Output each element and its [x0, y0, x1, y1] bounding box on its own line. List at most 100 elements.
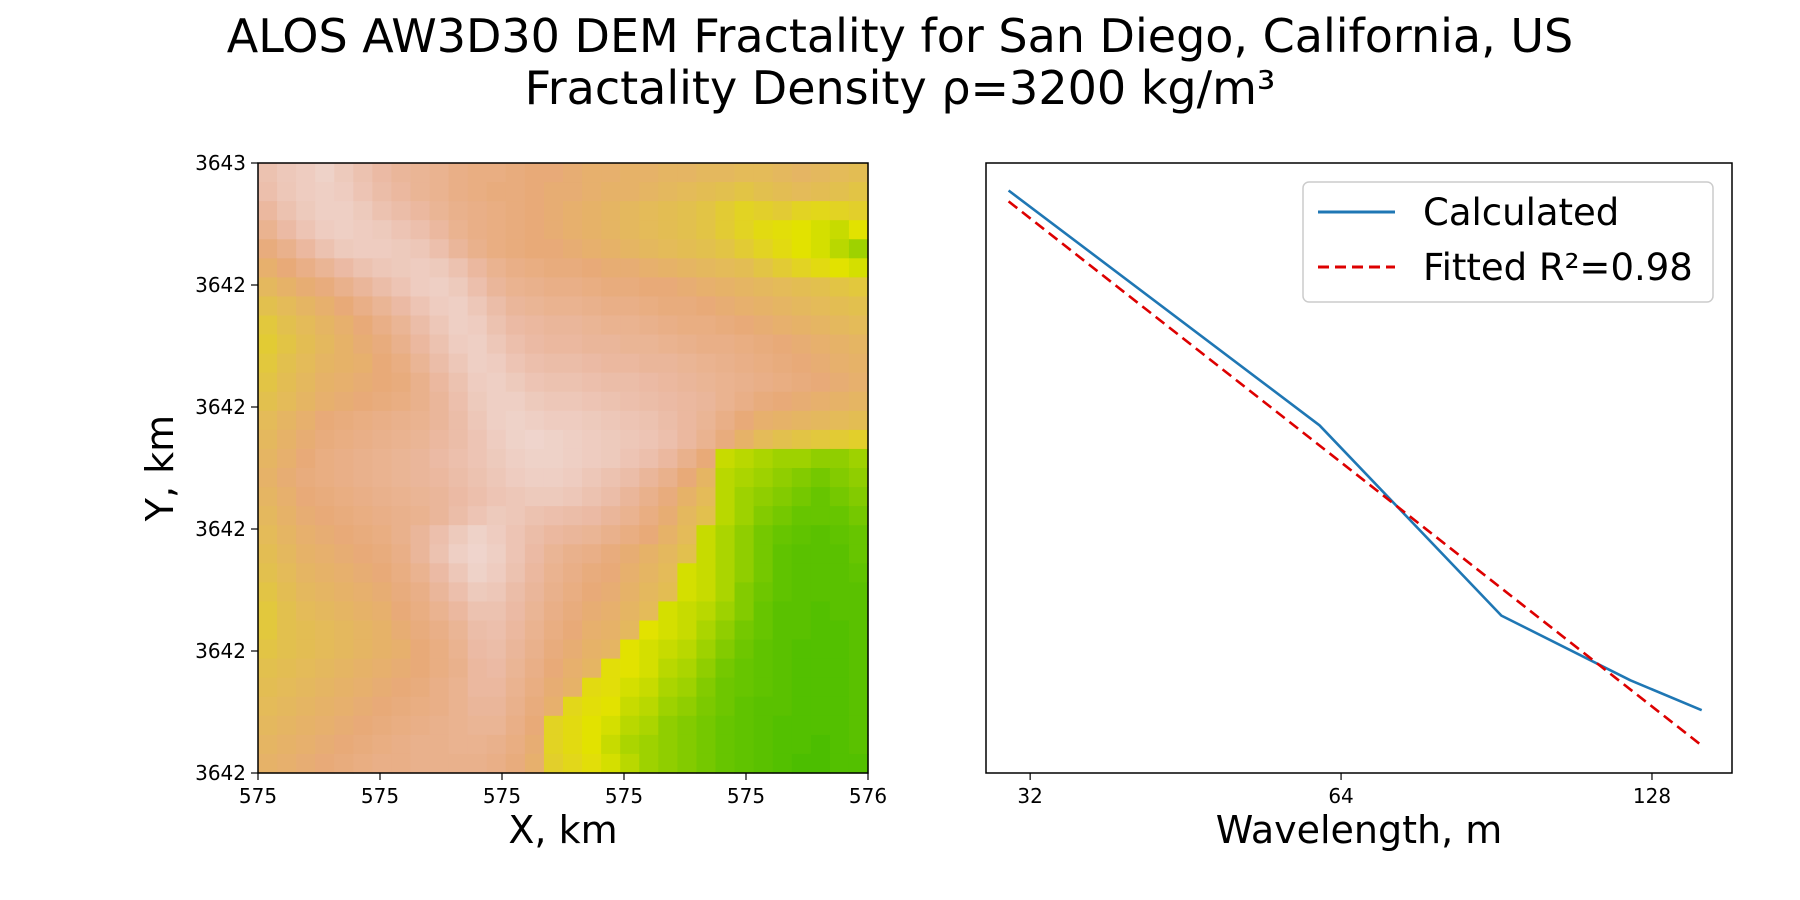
- heatmap-cell: [391, 239, 412, 259]
- heatmap-cell: [296, 220, 316, 240]
- heatmap-cell: [848, 582, 869, 603]
- heatmap-cells: [258, 163, 869, 774]
- heatmap-cell: [582, 334, 602, 355]
- heatmap-cell: [467, 582, 488, 603]
- heatmap-cell: [658, 620, 678, 641]
- heatmap-cell: [334, 544, 354, 564]
- heatmap-cell: [353, 220, 373, 240]
- heatmap-cell: [505, 391, 526, 412]
- heatmap-cell: [372, 658, 393, 679]
- heatmap-y-tick-label: 3642: [195, 273, 246, 297]
- heatmap-cell: [753, 391, 774, 412]
- heatmap-cell: [601, 734, 621, 755]
- heatmap-cell: [848, 353, 869, 374]
- heatmap-cell: [677, 258, 698, 278]
- heatmap-cell: [296, 353, 316, 374]
- line-chart-x-axis-label: Wavelength, m: [1216, 808, 1503, 852]
- heatmap-cell: [639, 296, 659, 317]
- heatmap-cell: [563, 410, 583, 431]
- heatmap-cell: [467, 563, 488, 583]
- heatmap-cell: [810, 601, 831, 622]
- heatmap-cell: [486, 715, 507, 736]
- heatmap-cell: [658, 429, 678, 450]
- heatmap-cell: [372, 487, 393, 507]
- legend-label-calculated: Calculated: [1423, 191, 1619, 234]
- heatmap-cell: [372, 220, 393, 240]
- heatmap-cell: [848, 506, 869, 526]
- heatmap-cell: [296, 372, 316, 393]
- heatmap-cell: [791, 525, 812, 545]
- heatmap-cell: [677, 620, 698, 641]
- heatmap-cell: [829, 429, 850, 450]
- heatmap-cell: [353, 696, 373, 717]
- heatmap-cell: [258, 525, 278, 545]
- heatmap-cell: [543, 563, 564, 583]
- heatmap-cell: [620, 525, 640, 545]
- heatmap-x-tick-label: 575: [361, 784, 399, 808]
- heatmap-cell: [677, 220, 698, 240]
- heatmap-cell: [391, 544, 412, 564]
- heatmap-cell: [334, 277, 354, 298]
- heatmap-cell: [601, 258, 621, 278]
- heatmap-cell: [734, 525, 755, 545]
- heatmap-cell: [563, 487, 583, 507]
- heatmap-cell: [429, 258, 450, 278]
- heatmap-cell: [810, 468, 831, 488]
- heatmap-y-axis-label: Y, km: [138, 415, 182, 522]
- heatmap-cell: [296, 601, 316, 622]
- heatmap-cell: [582, 487, 602, 507]
- heatmap-cell: [505, 220, 526, 240]
- heatmap-cell: [563, 525, 583, 545]
- heatmap-cell: [277, 487, 297, 507]
- heatmap-cell: [296, 296, 316, 317]
- heatmap-cell: [315, 315, 335, 336]
- heatmap-cell: [505, 677, 526, 698]
- heatmap-cell: [601, 677, 621, 698]
- heatmap-cell: [563, 544, 583, 564]
- heatmap-cell: [563, 658, 583, 679]
- heatmap-cell: [524, 696, 545, 717]
- heatmap-cell: [353, 410, 373, 431]
- heatmap-cell: [410, 353, 431, 374]
- heatmap-cell: [505, 258, 526, 278]
- heatmap-cell: [486, 753, 507, 774]
- heatmap-cell: [353, 639, 373, 660]
- heatmap-cell: [429, 601, 450, 622]
- heatmap-cell: [791, 620, 812, 641]
- heatmap-cell: [753, 639, 774, 660]
- heatmap-cell: [277, 715, 297, 736]
- heatmap-cell: [677, 448, 698, 469]
- heatmap-cell: [429, 429, 450, 450]
- heatmap-cell: [658, 658, 678, 679]
- heatmap-cell: [563, 163, 583, 183]
- heatmap-cell: [315, 201, 335, 221]
- heatmap-cell: [448, 353, 469, 374]
- heatmap-cell: [810, 639, 831, 660]
- heatmap-cell: [734, 468, 755, 488]
- heatmap-cell: [505, 734, 526, 755]
- heatmap-cell: [334, 715, 354, 736]
- heatmap-cell: [372, 639, 393, 660]
- heatmap-cell: [582, 448, 602, 469]
- heatmap-cell: [467, 372, 488, 393]
- heatmap-cell: [353, 296, 373, 317]
- heatmap-cell: [277, 620, 297, 641]
- heatmap-cell: [258, 239, 278, 259]
- heatmap-cell: [505, 239, 526, 259]
- heatmap-cell: [429, 239, 450, 259]
- heatmap-cell: [429, 220, 450, 240]
- heatmap-cell: [620, 182, 640, 202]
- heatmap-cell: [658, 582, 678, 603]
- heatmap-cell: [429, 658, 450, 679]
- heatmap-cell: [772, 277, 793, 298]
- heatmap-cell: [658, 544, 678, 564]
- heatmap-cell: [486, 410, 507, 431]
- heatmap-cell: [620, 353, 640, 374]
- heatmap-cell: [810, 391, 831, 412]
- heatmap-cell: [334, 315, 354, 336]
- heatmap-cell: [296, 429, 316, 450]
- heatmap-cell: [734, 563, 755, 583]
- heatmap-cell: [353, 334, 373, 355]
- heatmap-cell: [486, 201, 507, 221]
- heatmap-cell: [772, 734, 793, 755]
